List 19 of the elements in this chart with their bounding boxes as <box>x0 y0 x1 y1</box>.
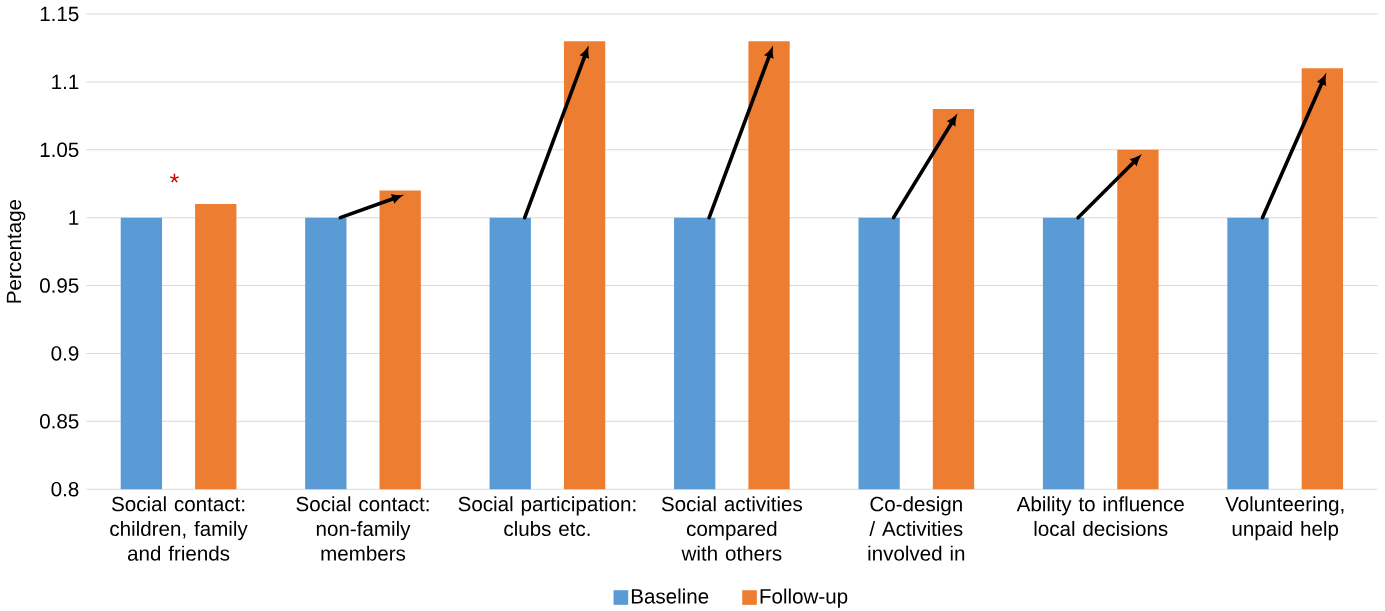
x-tick-label: Ability to influence local decisions <box>1016 496 1184 537</box>
x-tick-label: Social activities compared with others <box>661 496 803 561</box>
y-tick-label: 0.85 <box>40 414 79 429</box>
x-tick-label: Co-design / Activities involved in <box>868 496 965 561</box>
y-tick-label: 0.8 <box>51 482 79 497</box>
x-tick-label: Social participation: clubs etc. <box>458 496 636 537</box>
y-tick-label: 1.15 <box>40 7 79 22</box>
y-tick-label: 1 <box>69 210 79 225</box>
y-tick-label: 1.05 <box>40 142 79 158</box>
x-tick-label: Social contact: children, family and friends <box>110 496 248 561</box>
x-tick-label: Volunteering, unpaid help <box>1225 496 1344 541</box>
legend-label: Baseline <box>631 588 709 604</box>
y-tick-label: 0.95 <box>40 278 79 293</box>
y-tick-label: 1.1 <box>52 75 79 90</box>
x-tick-label: Social contact: non-family members <box>296 496 429 561</box>
annotation: * <box>170 174 179 183</box>
y-tick-label: 0.9 <box>51 346 79 361</box>
y-axis-title: Percentage <box>6 200 26 303</box>
legend-label: Follow-up <box>760 588 848 608</box>
